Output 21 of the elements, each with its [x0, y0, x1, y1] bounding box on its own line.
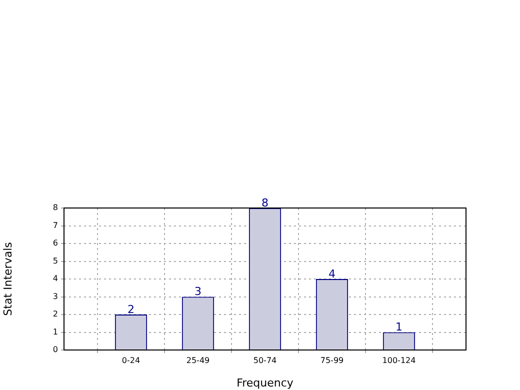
y-axis-title: Stat Intervals — [1, 242, 14, 316]
y-tick-label: 0 — [52, 345, 58, 354]
data-label: 4 — [328, 267, 336, 280]
x-tick-label: 50-74 — [253, 356, 277, 365]
y-tick-label: 8 — [52, 203, 58, 212]
data-label: 8 — [262, 196, 268, 210]
data-label: 3 — [194, 285, 202, 298]
y-tick-label: 5 — [52, 256, 58, 266]
x-tick-label: 25-49 — [186, 356, 210, 365]
x-axis-title: Frequency — [236, 376, 294, 390]
x-tick-label: 100-124 — [382, 356, 416, 365]
y-tick-label: 7 — [52, 220, 58, 230]
y-tick-label: 4 — [52, 274, 58, 284]
y-tick-label: 2 — [52, 310, 58, 319]
data-label: 2 — [128, 302, 134, 316]
y-tick-label: 3 — [52, 292, 58, 301]
y-tick-label: 6 — [52, 238, 58, 248]
data-label: 1 — [396, 320, 402, 334]
x-tick-label: 0-24 — [122, 356, 140, 365]
y-tick-label: 1 — [52, 327, 58, 336]
x-tick-label: 75-99 — [320, 356, 344, 365]
